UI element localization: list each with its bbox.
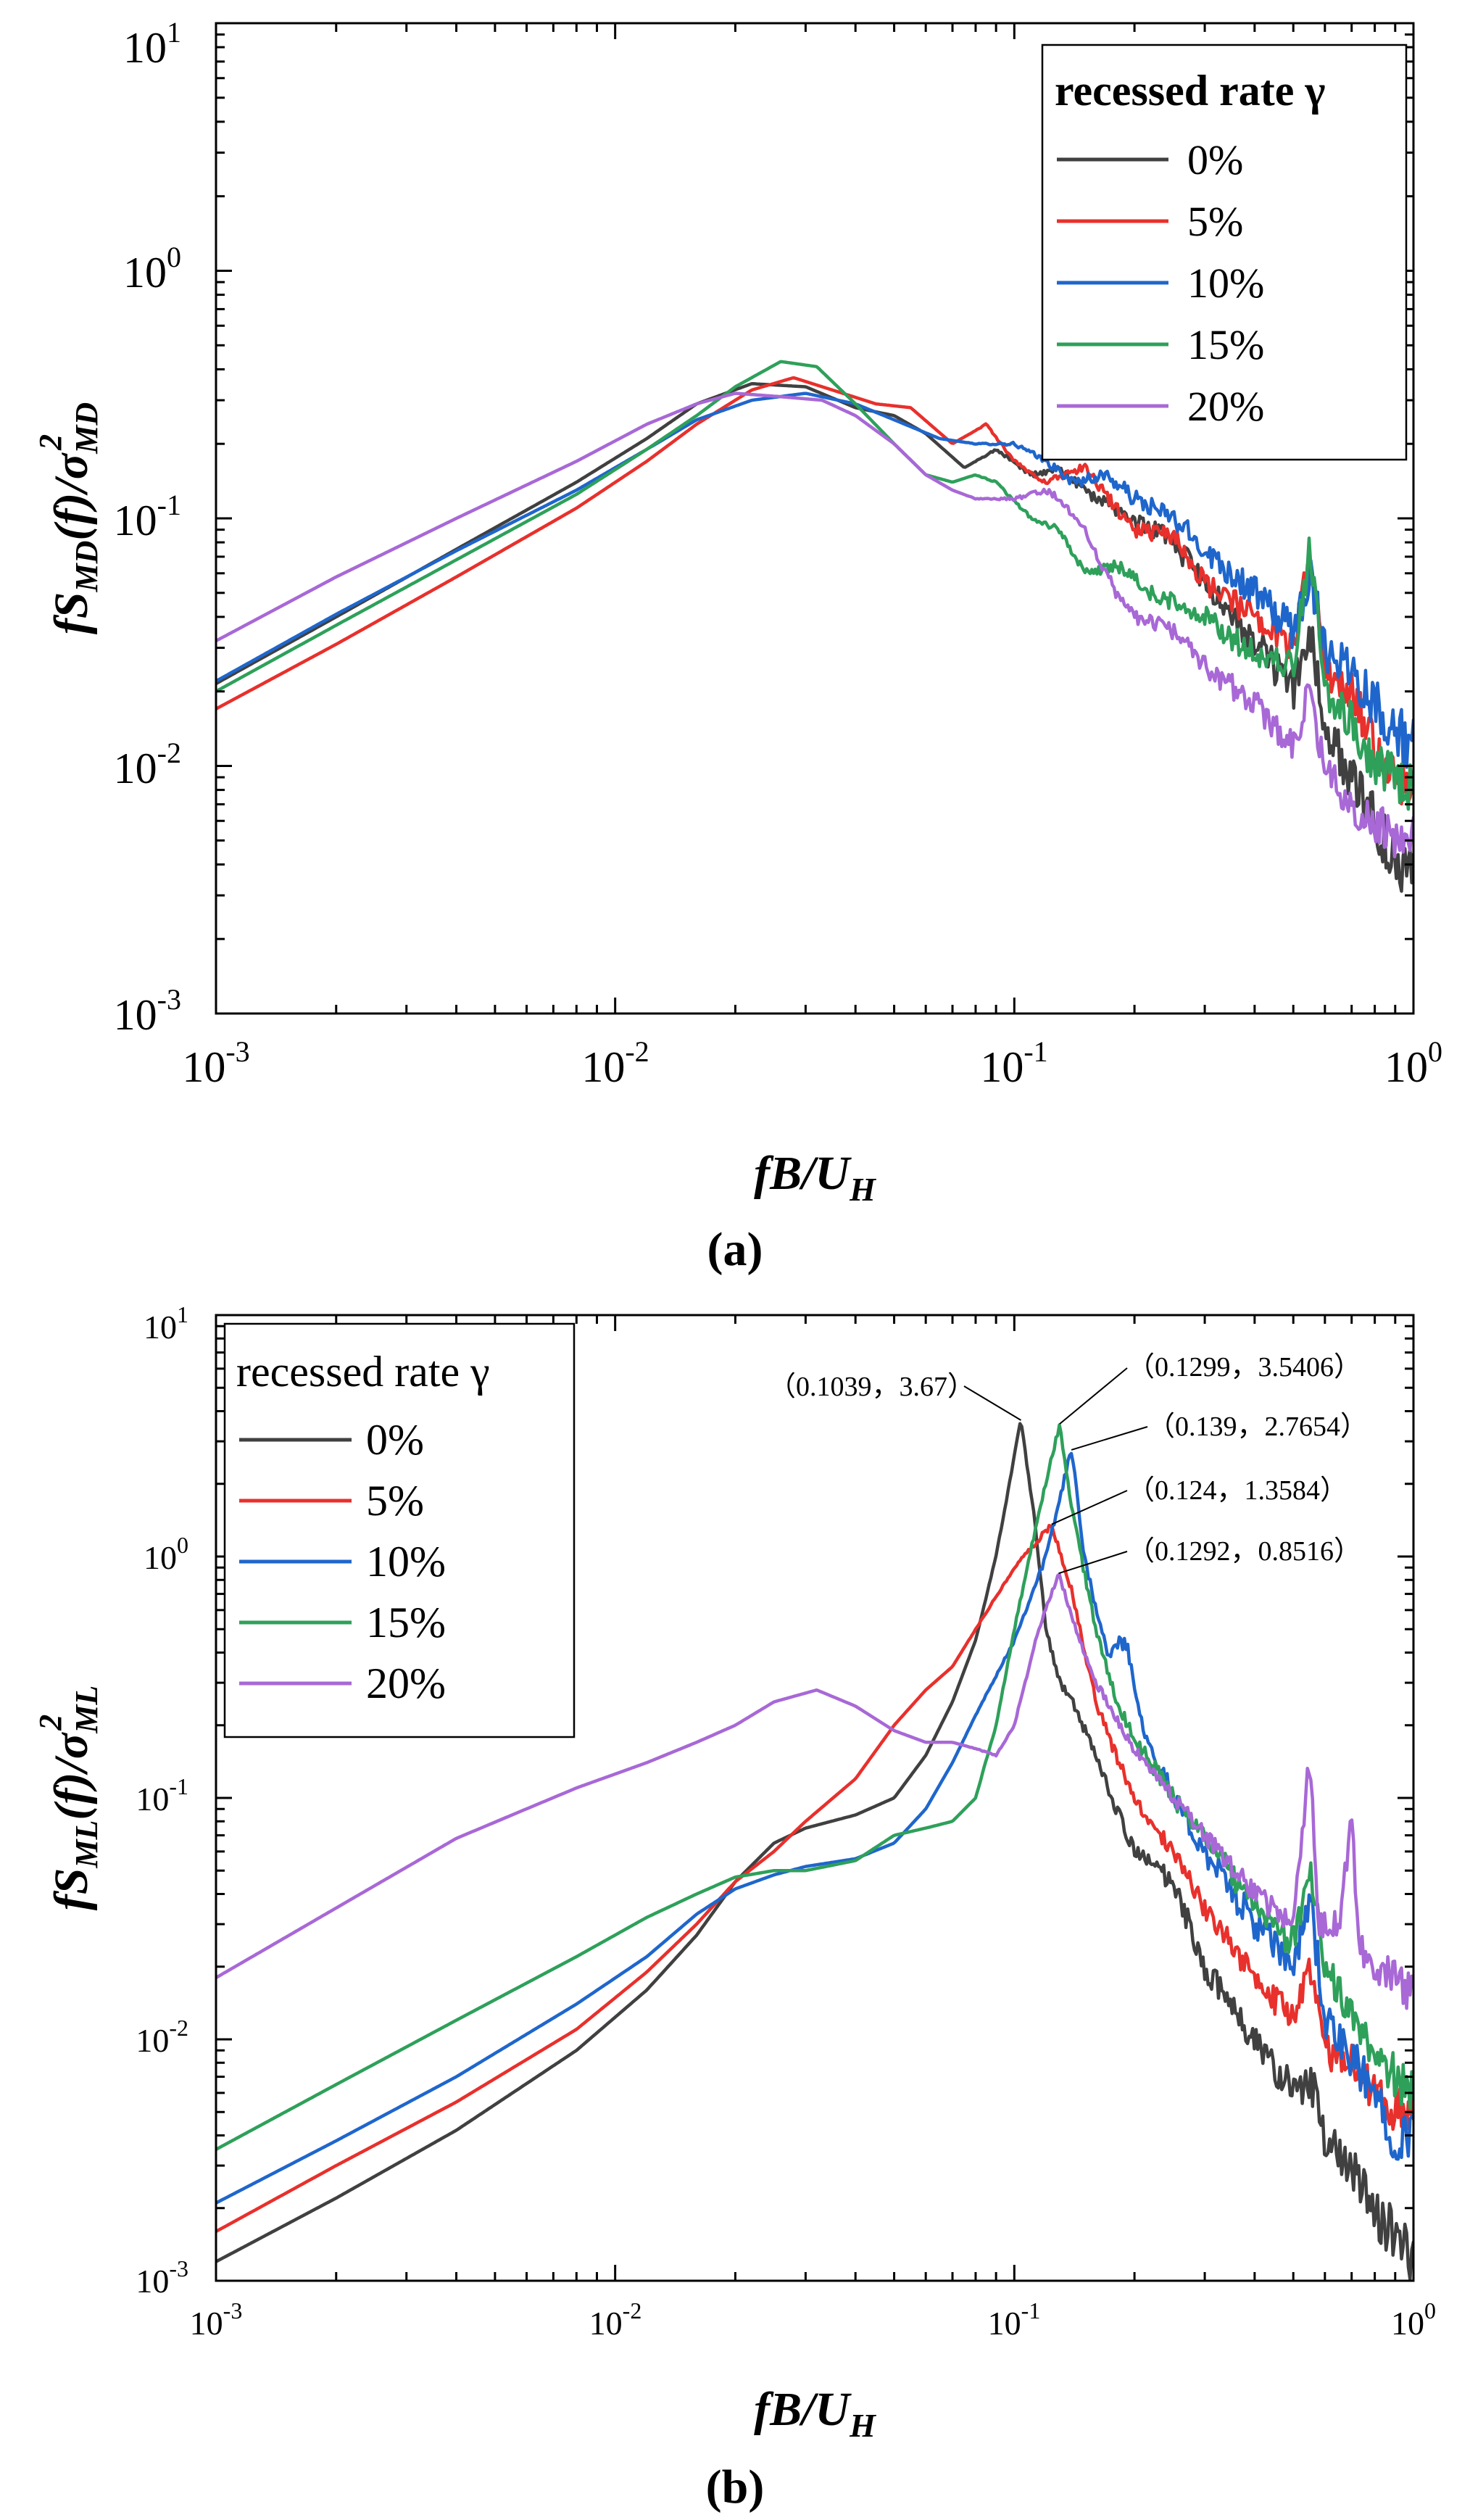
panel-a-y-axis-label: fSMD(f)/σMD2 xyxy=(33,402,104,634)
panel-a-xtick-label-3: 100 xyxy=(1384,1035,1442,1091)
panel-b-legend-entry-2: 10% xyxy=(239,1538,446,1586)
panel-b-legend-entry-4: 20% xyxy=(239,1659,446,1707)
panel-b: （0.1039，3.67） （0.1299，3.5406） （0.139，2.7… xyxy=(33,1301,1436,2513)
panel-a-x-axis-label: fB/UH xyxy=(754,1147,876,1208)
panel-a-legend-label-0: 0% xyxy=(1187,136,1243,183)
panel-a-legend-entry-3: 15% xyxy=(1057,321,1264,368)
panel-a-legend-label-1: 5% xyxy=(1187,198,1243,245)
panel-b-y-ticks xyxy=(216,1314,1413,2282)
panel-a-ytick-label-4: 101 xyxy=(123,16,181,72)
panel-b-legend-label-4: 20% xyxy=(366,1659,446,1707)
panel-b-legend-label-3: 15% xyxy=(366,1599,446,1646)
panel-b-ytick-label-2: 10-1 xyxy=(136,1773,188,1818)
panel-a-series-15pct-line xyxy=(216,360,1413,811)
panel-a-ytick-label-3: 100 xyxy=(123,241,181,297)
panel-b-ytick-label-0: 10-3 xyxy=(136,2255,188,2300)
panel-b-legend-label-2: 10% xyxy=(366,1538,446,1586)
panel-b-xtick-label-1: 10-2 xyxy=(589,2297,642,2342)
panel-b-legend-label-0: 0% xyxy=(366,1416,424,1464)
panel-b-annotations: （0.1039，3.67） （0.1299，3.5406） （0.139，2.7… xyxy=(768,1352,1368,1575)
panel-b-series-0pct-line xyxy=(216,1422,1413,2281)
panel-b-annotation-3: （0.124，1.3584） xyxy=(1127,1475,1348,1506)
panel-b-caption: (b) xyxy=(706,2461,765,2513)
panel-a-y-ticks xyxy=(216,22,1413,1015)
panel-b-legend-entry-1: 5% xyxy=(239,1477,424,1525)
panel-b-x-axis-label: fB/UH xyxy=(754,2383,876,2444)
panel-b-xtick-label-2: 10-1 xyxy=(988,2297,1041,2342)
panel-a: 10-3 10-2 10-1 100 10-3 10-2 10-1 100 10… xyxy=(33,16,1442,1276)
panel-a-legend-entry-4: 20% xyxy=(1057,383,1264,430)
panel-a-legend-entry-2: 10% xyxy=(1057,260,1264,307)
panel-b-legend-entry-0: 0% xyxy=(239,1416,424,1464)
panel-b-ytick-label-4: 101 xyxy=(144,1301,188,1346)
panel-a-ytick-label-2: 10-1 xyxy=(114,489,181,544)
panel-a-series-10pct-line xyxy=(216,391,1413,769)
panel-a-legend-box xyxy=(1041,43,1408,461)
panel-b-series-20pct-line xyxy=(216,1572,1413,2010)
panel-b-series-10pct-line xyxy=(216,1451,1413,2205)
panel-a-legend-title: recessed rate γ xyxy=(1055,67,1325,115)
panel-b-annotation-leader-3 xyxy=(1051,1490,1128,1525)
panel-b-annotation-1: （0.1299，3.5406） xyxy=(1127,1352,1361,1383)
panel-a-legend-entry-1: 5% xyxy=(1057,198,1243,245)
panel-b-ytick-label-3: 100 xyxy=(144,1532,188,1576)
panel-b-annotation-leader-0 xyxy=(963,1385,1021,1421)
panel-a-ytick-label-1: 10-2 xyxy=(114,737,181,792)
panel-a-caption: (a) xyxy=(707,1223,763,1276)
panel-b-annotation-0: （0.1039，3.67） xyxy=(768,1372,975,1402)
panel-a-legend-label-4: 20% xyxy=(1187,383,1264,430)
panel-b-ytick-label-1: 10-2 xyxy=(136,2015,188,2059)
panel-b-legend: recessed rate γ 0% 5% 10% 15% 20% xyxy=(223,1322,576,1738)
panel-a-xtick-label-2: 10-1 xyxy=(980,1035,1047,1091)
panel-b-x-ticks xyxy=(215,1315,1415,2281)
panel-a-series-group xyxy=(216,360,1413,893)
panel-a-xtick-label-1: 10-2 xyxy=(581,1035,649,1091)
panel-b-legend-title: recessed rate γ xyxy=(236,1348,490,1396)
panel-a-xtick-label-0: 10-3 xyxy=(182,1035,249,1091)
panel-b-legend-entry-3: 15% xyxy=(239,1599,446,1646)
panel-a-series-20pct-line xyxy=(216,391,1413,858)
panel-b-annotation-leader-4 xyxy=(1058,1551,1128,1575)
panel-a-ytick-label-0: 10-3 xyxy=(114,983,181,1039)
panel-b-legend-box xyxy=(223,1322,576,1738)
panel-b-y-axis-label: fSML(f)/σML2 xyxy=(33,1686,104,1911)
panel-b-annotation-2: （0.139，2.7654） xyxy=(1147,1412,1368,1442)
panel-b-legend-label-1: 5% xyxy=(366,1477,424,1525)
panel-b-series-5pct-line xyxy=(216,1523,1413,2234)
panel-b-series-group xyxy=(216,1422,1413,2281)
panel-a-x-ticks xyxy=(215,23,1415,1014)
panel-a-legend-entry-0: 0% xyxy=(1057,136,1243,183)
panel-b-xtick-label-3: 100 xyxy=(1391,2297,1436,2342)
panel-b-annotation-4: （0.1292，0.8516） xyxy=(1127,1536,1361,1567)
panel-a-series-5pct-line xyxy=(216,376,1413,806)
panel-a-legend-label-3: 15% xyxy=(1187,321,1264,368)
panel-a-legend-label-2: 10% xyxy=(1187,260,1264,307)
panel-b-annotation-leader-1 xyxy=(1059,1367,1128,1425)
panel-b-annotation-leader-2 xyxy=(1071,1426,1148,1451)
panel-a-legend: recessed rate γ 0% 5% 10% 15% 20% xyxy=(1041,43,1408,461)
panel-b-xtick-label-0: 10-3 xyxy=(190,2297,243,2342)
